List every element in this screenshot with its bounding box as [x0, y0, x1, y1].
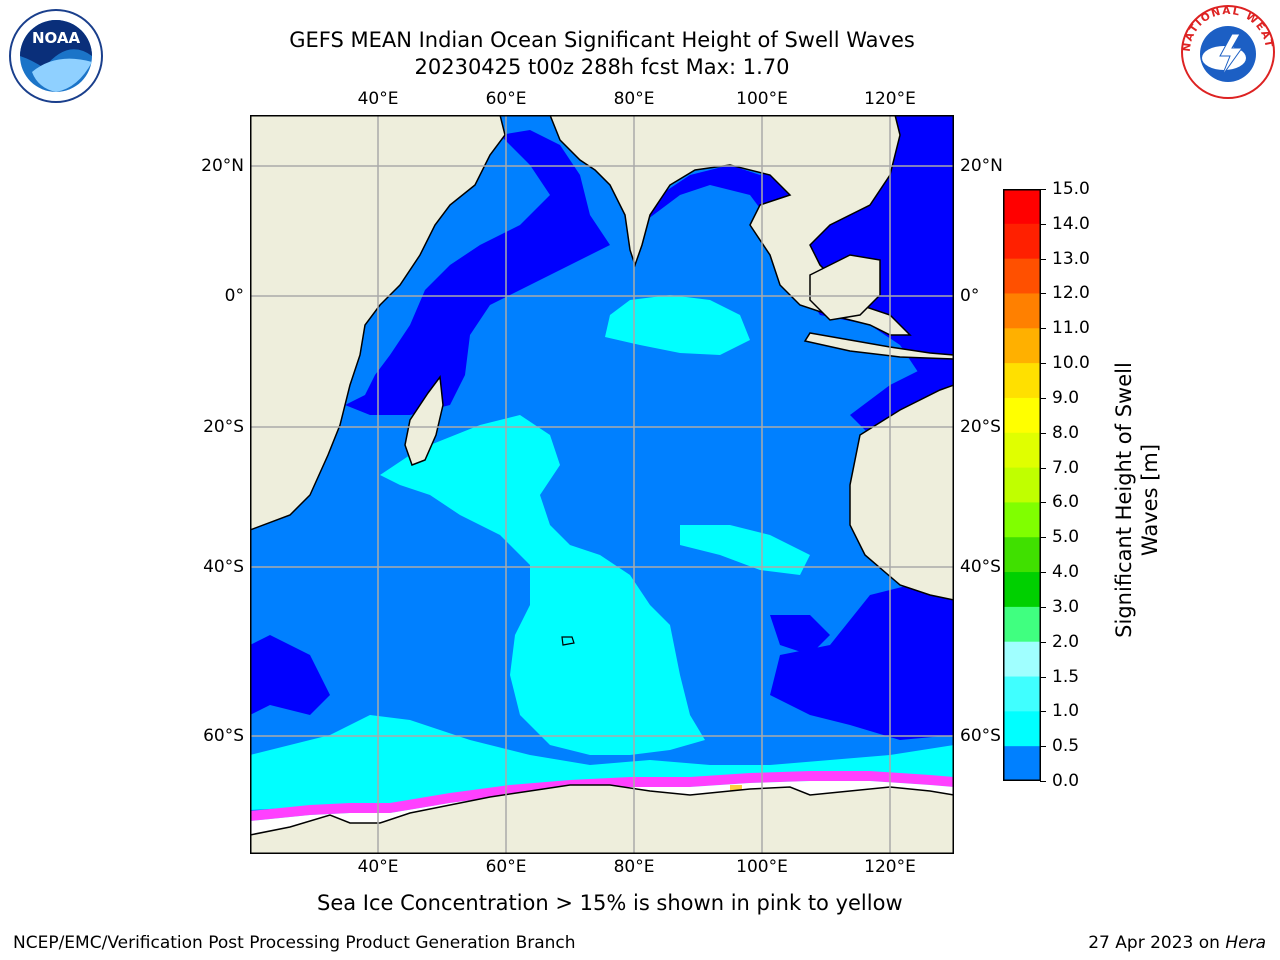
lon-label-bottom-100e: 100°E: [736, 857, 788, 877]
lat-label-right-20s: 20°S: [960, 417, 1001, 437]
colorbar-tick-label: 4.0: [1052, 562, 1080, 583]
map-subtitle: 20230425 t00z 288h fcst Max: 1.70: [414, 55, 790, 79]
colorbar-swatch: [1004, 328, 1040, 364]
colorbar-tick-label: 1.0: [1052, 701, 1080, 722]
colorbar-tick-label: 7.0: [1052, 457, 1080, 478]
noaa-logo-icon: NOAA: [8, 8, 104, 104]
footer-credit: NCEP/EMC/Verification Post Processing Pr…: [13, 933, 576, 953]
colorbar-tick-label: 0.0: [1052, 771, 1080, 791]
colorbar-swatch: [1004, 502, 1040, 538]
colorbar-tick-label: 11.0: [1052, 318, 1090, 339]
colorbar-tick-label: 13.0: [1052, 248, 1090, 269]
colorbar-tick-label: 12.0: [1052, 283, 1090, 304]
colorbar-swatch: [1004, 537, 1040, 573]
colorbar-tick-mark: [1040, 502, 1046, 504]
colorbar-tick-mark: [1040, 781, 1046, 782]
lon-label-top-100e: 100°E: [736, 89, 788, 109]
lon-label-top-120e: 120°E: [864, 89, 916, 109]
colorbar-tick-label: 3.0: [1052, 596, 1080, 617]
colorbar-swatch: [1004, 606, 1040, 643]
colorbar: [1003, 189, 1041, 781]
colorbar-swatch: [1004, 572, 1040, 608]
colorbar-swatch: [1004, 363, 1040, 399]
colorbar-swatch: [1004, 711, 1040, 747]
footer-host: Hera: [1225, 933, 1266, 953]
lat-label-left-20n: 20°N: [201, 156, 244, 176]
colorbar-tick-mark: [1040, 572, 1046, 574]
colorbar-tick-mark: [1040, 746, 1046, 748]
lat-label-right-0: 0°: [960, 286, 980, 306]
colorbar-swatch: [1004, 467, 1040, 503]
lat-label-left-0: 0°: [224, 286, 244, 306]
lon-label-bottom-120e: 120°E: [864, 857, 916, 877]
colorbar-tick-mark: [1040, 606, 1046, 608]
colorbar-tick-label: 1.5: [1052, 666, 1080, 687]
colorbar-tick-mark: [1040, 258, 1046, 260]
lon-label-bottom-60e: 60°E: [485, 857, 527, 877]
colorbar-tick-mark: [1040, 397, 1046, 399]
lat-label-right-20n: 20°N: [960, 156, 1003, 176]
colorbar-swatch: [1004, 189, 1040, 225]
colorbar-tick-mark: [1040, 189, 1046, 190]
colorbar-tick-label: 9.0: [1052, 387, 1080, 408]
colorbar-tick-label: 6.0: [1052, 492, 1080, 513]
lat-label-right-60s: 60°S: [960, 726, 1001, 746]
colorbar-swatch: [1004, 397, 1040, 434]
colorbar-tick-mark: [1040, 223, 1046, 225]
lon-label-bottom-80e: 80°E: [613, 857, 655, 877]
colorbar-tick-mark: [1040, 432, 1046, 434]
lat-label-right-40s: 40°S: [960, 557, 1001, 577]
colorbar-tick-label: 0.5: [1052, 736, 1080, 757]
lat-label-left-20s: 20°S: [203, 417, 244, 437]
colorbar-swatch: [1004, 293, 1040, 329]
colorbar-tick-mark: [1040, 676, 1046, 678]
graticule: [250, 115, 954, 854]
lon-label-top-80e: 80°E: [613, 89, 655, 109]
lon-label-bottom-40e: 40°E: [357, 857, 399, 877]
national-weather-service-logo-icon: NATIONAL WEATHER SERVICE: [1171, 0, 1280, 104]
colorbar-title: Significant Height of Swell Waves [m]: [1112, 362, 1162, 638]
map-title: GEFS MEAN Indian Ocean Significant Heigh…: [289, 28, 915, 52]
colorbar-tick-mark: [1040, 537, 1046, 539]
colorbar-tick-label: 5.0: [1052, 527, 1080, 548]
colorbar-swatch: [1004, 258, 1040, 294]
sea-ice-pink-band: [250, 771, 954, 821]
kerguelen-island: [561, 636, 575, 646]
lat-label-left-60s: 60°S: [203, 726, 244, 746]
map-frame: [250, 115, 954, 854]
colorbar-swatch: [1004, 746, 1040, 781]
lon-label-top-40e: 40°E: [357, 89, 399, 109]
colorbar-tick-label: 15.0: [1052, 179, 1090, 199]
colorbar-tick-mark: [1040, 641, 1046, 643]
colorbar-tick-mark: [1040, 711, 1046, 713]
lon-label-top-60e: 60°E: [485, 89, 527, 109]
colorbar-swatch: [1004, 432, 1040, 469]
colorbar-tick-mark: [1040, 467, 1046, 469]
colorbar-swatch: [1004, 676, 1040, 712]
colorbar-tick-label: 2.0: [1052, 631, 1080, 652]
colorbar-swatch: [1004, 223, 1040, 260]
footer-date: 27 Apr 2023 on Hera: [1088, 933, 1266, 953]
footer-date-text: 27 Apr 2023 on: [1088, 933, 1226, 953]
colorbar-tick-label: 8.0: [1052, 422, 1080, 443]
colorbar-frame: [1003, 189, 1041, 781]
indian-ocean-map: [250, 115, 954, 854]
sea-ice-caption: Sea Ice Concentration > 15% is shown in …: [317, 891, 903, 915]
colorbar-tick-label: 14.0: [1052, 213, 1090, 234]
colorbar-swatch: [1004, 641, 1040, 678]
lat-label-left-40s: 40°S: [203, 557, 244, 577]
colorbar-tick-mark: [1040, 293, 1046, 295]
colorbar-tick-mark: [1040, 328, 1046, 330]
colorbar-tick-label: 10.0: [1052, 353, 1090, 374]
noaa-logo-text: NOAA: [32, 29, 81, 47]
colorbar-tick-mark: [1040, 363, 1046, 365]
